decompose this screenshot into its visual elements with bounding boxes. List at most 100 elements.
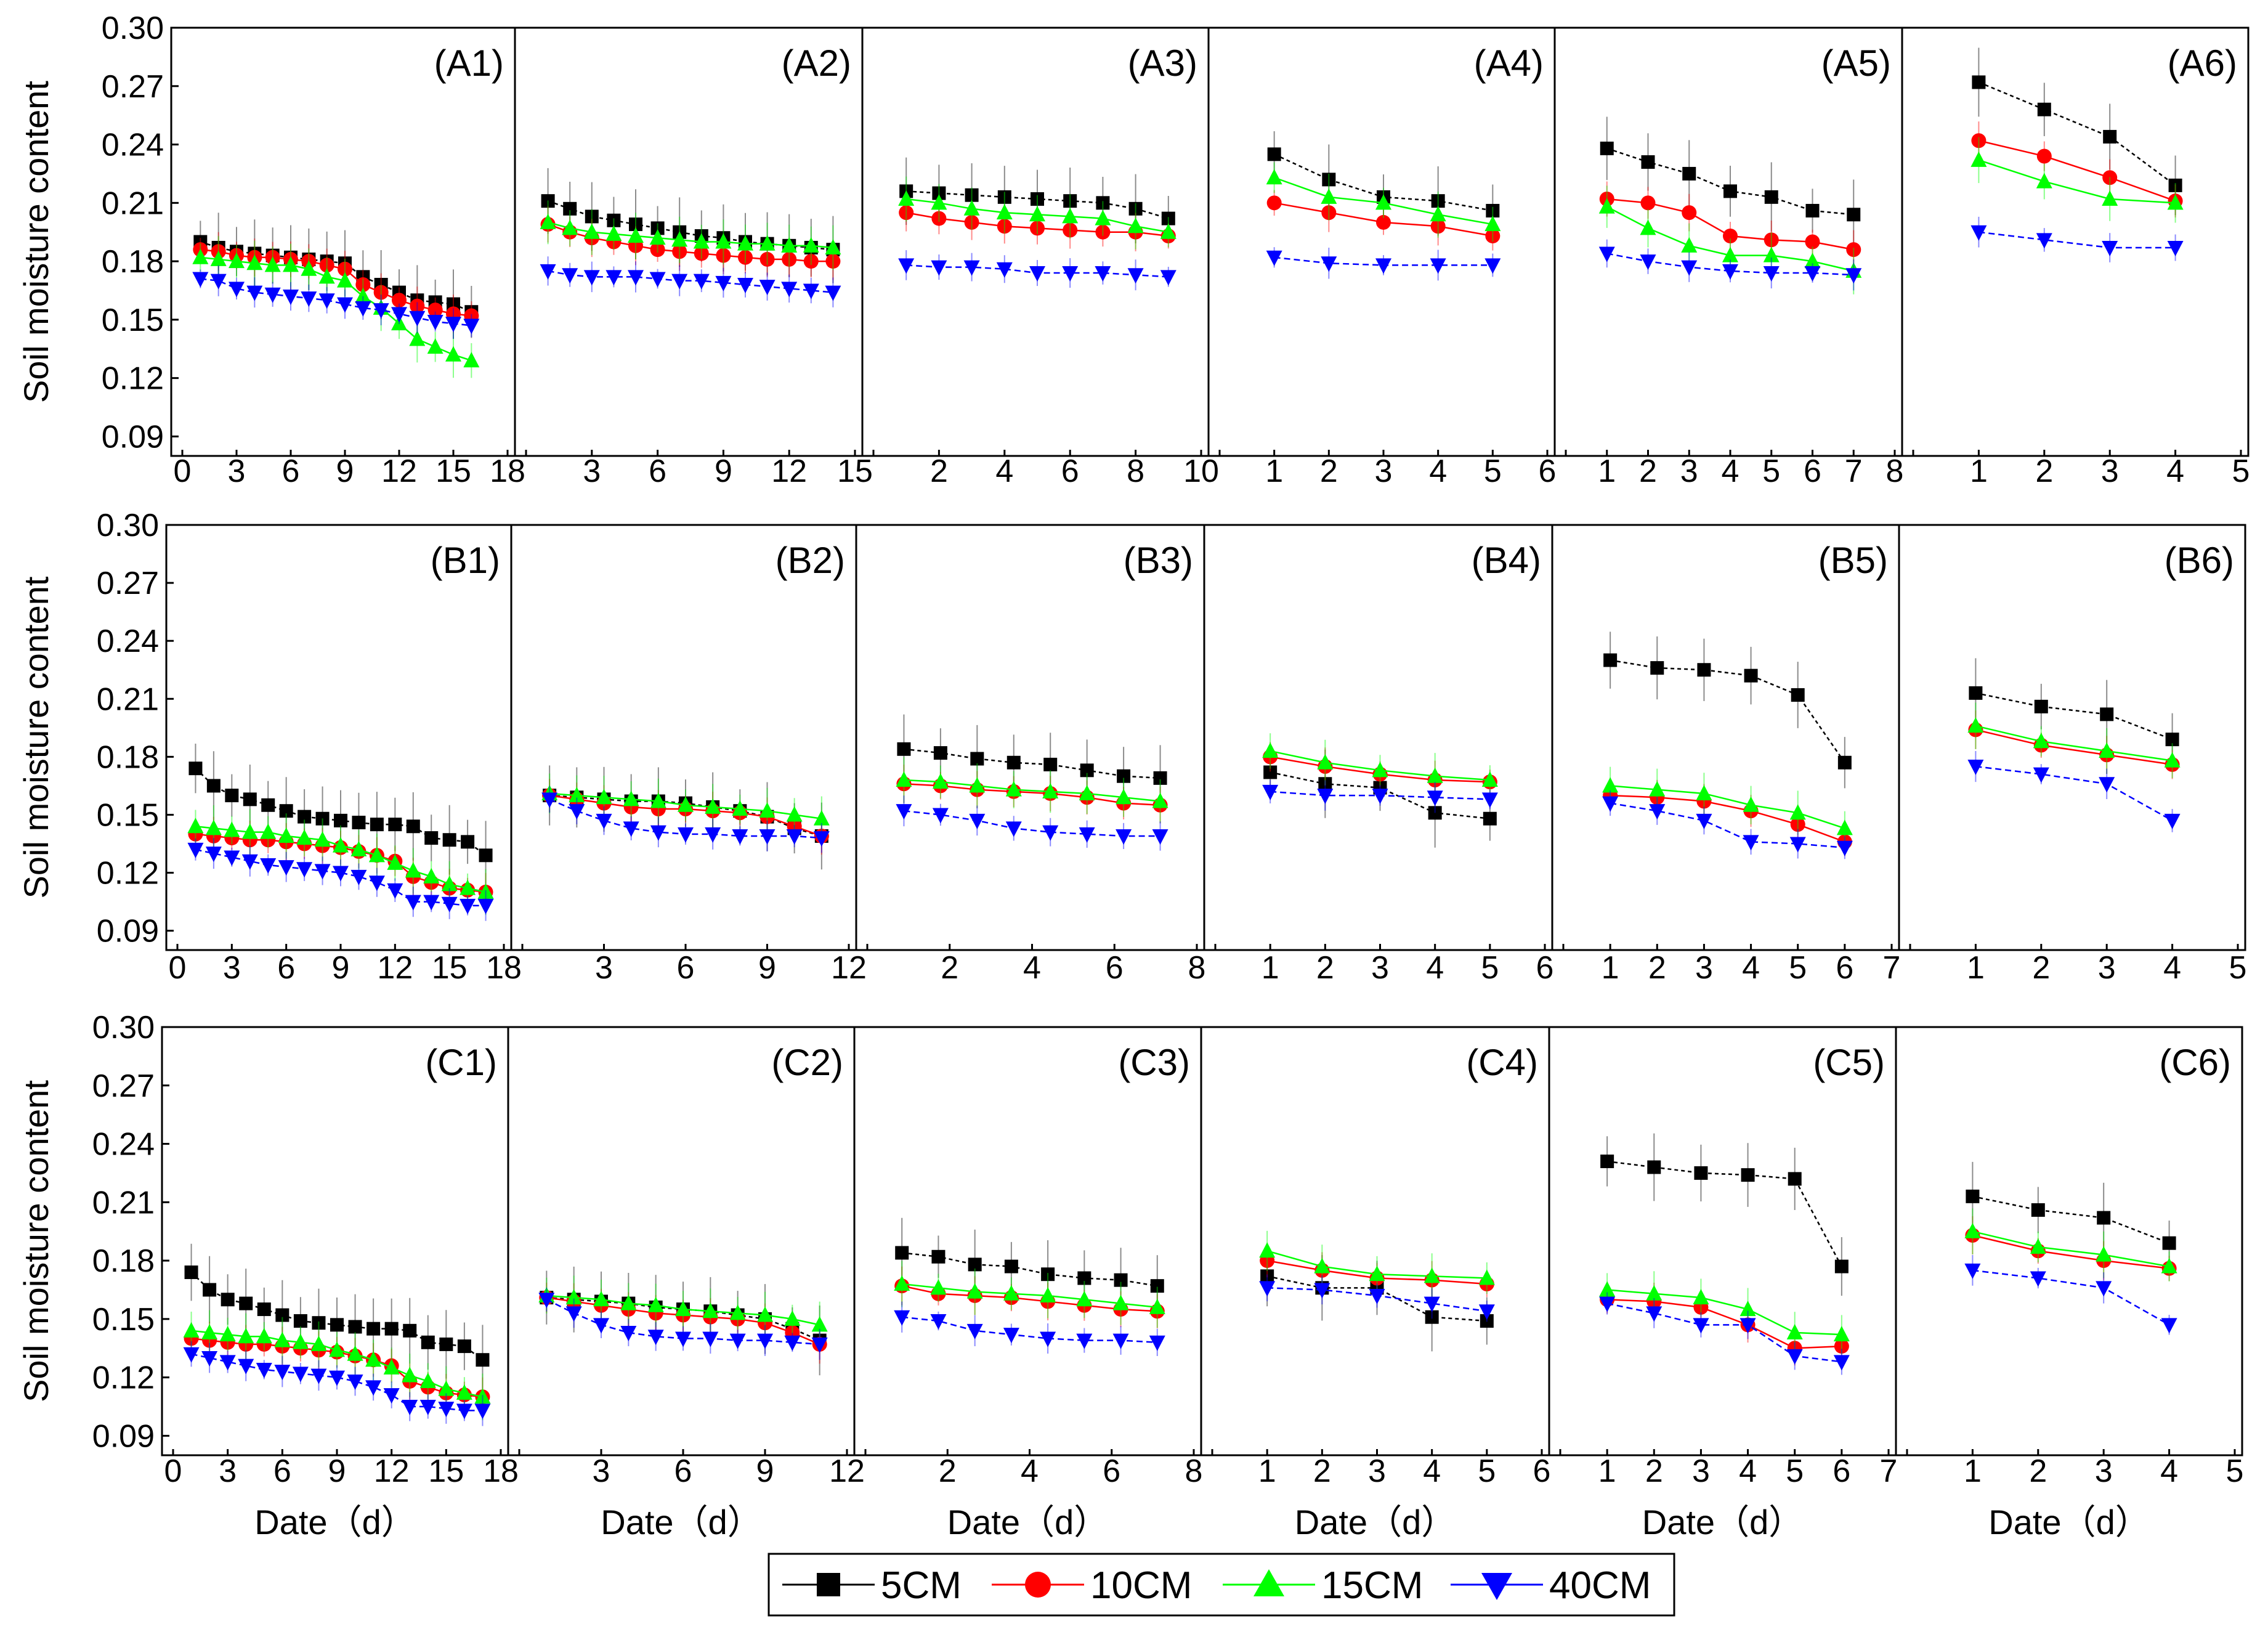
data-point-40cm (423, 895, 440, 911)
data-point-40cm (932, 808, 949, 824)
data-point-10cm (1846, 242, 1861, 258)
data-point-40cm (729, 1333, 746, 1349)
data-point-15cm (365, 1351, 382, 1367)
data-point-10cm (825, 254, 841, 269)
data-point-15cm (898, 190, 915, 206)
data-point-5cm (312, 1316, 326, 1330)
data-point-5cm (1969, 686, 1983, 700)
data-point-40cm (811, 1337, 828, 1353)
data-point-5cm (1744, 668, 1758, 683)
panel-frame (1207, 26, 1556, 457)
data-point-40cm (759, 280, 776, 296)
data-point-5cm (897, 742, 911, 756)
data-point-15cm (460, 879, 476, 895)
x-tick-label: 3 (1368, 1453, 1386, 1489)
data-point-40cm (1005, 821, 1022, 837)
data-point-15cm (219, 1326, 236, 1342)
data-point-40cm (241, 854, 258, 870)
data-point-10cm (392, 293, 407, 308)
series-line-15cm (1975, 725, 2173, 762)
data-point-5cm (629, 217, 642, 232)
data-point-40cm (538, 1293, 555, 1309)
x-tick-label: 8 (1127, 453, 1144, 489)
data-point-15cm (387, 854, 403, 870)
series-line-15cm (1607, 1289, 1842, 1336)
data-point-5cm (933, 746, 947, 760)
data-point-5cm (1128, 201, 1143, 216)
data-point-5cm (1425, 1310, 1439, 1324)
data-point-15cm (391, 315, 407, 331)
panel-title: (B5) (1818, 540, 1888, 581)
data-point-40cm (2036, 233, 2052, 249)
data-point-40cm (278, 860, 294, 876)
panel-c1: (C1) 0 3 6 9 12 15 18 0.30 0.27 0.24 0.21 0.18 0.15 0.… (17, 1010, 519, 1542)
data-point-15cm (463, 352, 480, 368)
data-point-40cm (693, 274, 710, 290)
data-point-40cm (898, 258, 915, 274)
data-point-5cm (352, 816, 366, 829)
x-tick-label: 3 (228, 453, 246, 489)
data-point-40cm (1786, 1349, 1803, 1365)
data-point-40cm (365, 1380, 382, 1396)
x-tick-label: 3 (2101, 453, 2119, 489)
x-tick-label: 5 (1484, 453, 1502, 489)
data-point-5cm (1267, 147, 1281, 161)
data-point-15cm (427, 338, 443, 354)
series-line-40cm (902, 1316, 1157, 1344)
data-point-5cm (1972, 75, 1986, 89)
data-point-5cm (541, 194, 555, 208)
x-tick-label: 1 (1258, 1453, 1276, 1489)
data-point-15cm (729, 1304, 746, 1320)
data-point-15cm (256, 1328, 272, 1344)
data-point-40cm (628, 270, 644, 286)
data-point-5cm (1600, 141, 1614, 155)
data-point-15cm (583, 223, 600, 239)
panel-a3: (A3) 2 4 6 8 10 (861, 26, 1219, 489)
x-tick-label: 10 (1183, 453, 1219, 489)
data-point-40cm (1062, 266, 1079, 282)
data-point-5cm (650, 221, 665, 235)
x-axis-label: Date（d） (1295, 1503, 1456, 1542)
data-point-10cm (899, 205, 914, 221)
data-point-15cm (1484, 216, 1501, 232)
data-point-40cm (1266, 250, 1282, 266)
data-point-5cm (895, 1246, 909, 1260)
data-point-40cm (1369, 1288, 1385, 1304)
data-point-40cm (1640, 254, 1656, 270)
data-point-40cm (732, 829, 748, 845)
data-point-5cm (424, 831, 439, 845)
data-point-15cm (1160, 223, 1177, 239)
x-tick-label: 6 (1804, 453, 1821, 489)
data-point-15cm (1478, 1269, 1495, 1285)
data-point-40cm (1095, 266, 1111, 282)
data-point-40cm (1152, 829, 1168, 845)
series-line-5cm (1972, 1195, 2170, 1244)
panel-frame (1203, 524, 1553, 951)
data-point-15cm (337, 272, 353, 288)
data-point-15cm (1649, 781, 1666, 797)
data-point-15cm (283, 256, 299, 272)
x-tick-label: 4 (1429, 453, 1447, 489)
panel-a5: (A5) 1 2 3 4 5 6 7 8 (1553, 26, 1903, 489)
panel-title: (B6) (2165, 540, 2234, 581)
panel-frame (861, 26, 1210, 457)
data-point-40cm (2033, 767, 2049, 783)
data-point-15cm (1003, 1285, 1019, 1301)
y-tick-label: 0.18 (97, 739, 159, 775)
data-point-40cm (1430, 258, 1446, 274)
data-point-5cm (257, 1302, 271, 1317)
x-tick-label: 4 (2166, 453, 2184, 489)
panel-frame (507, 1026, 856, 1456)
data-point-40cm (2096, 1281, 2112, 1297)
x-tick-label: 12 (829, 1453, 865, 1489)
data-point-15cm (932, 773, 949, 789)
data-point-40cm (405, 895, 421, 911)
data-point-15cm (292, 1333, 309, 1349)
panel-frame (1200, 1026, 1550, 1456)
data-point-40cm (671, 274, 688, 290)
data-point-40cm (383, 1388, 400, 1404)
x-tick-label: 4 (1021, 1453, 1039, 1489)
x-tick-label: 15 (432, 950, 468, 986)
data-point-5cm (1150, 1279, 1164, 1293)
x-tick-label: 6 (674, 1453, 692, 1489)
